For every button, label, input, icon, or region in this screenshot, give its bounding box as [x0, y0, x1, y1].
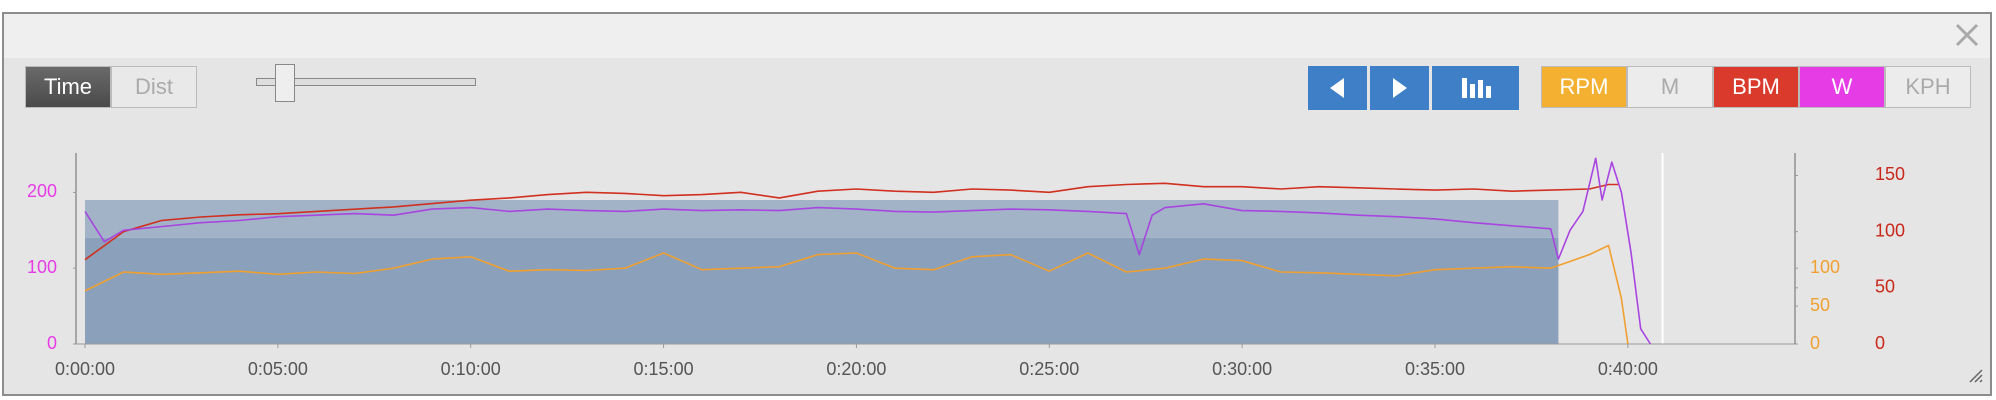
x-tick-label: 0:10:00	[441, 359, 501, 379]
x-tick-label: 0:30:00	[1212, 359, 1272, 379]
channel-button[interactable]: M	[1627, 66, 1713, 108]
mode-button[interactable]: Dist	[111, 66, 197, 108]
y3-tick-label: 50	[1875, 277, 1895, 297]
target-zone	[85, 199, 1559, 238]
x-tick-label: 0:25:00	[1019, 359, 1079, 379]
resize-grip[interactable]	[1969, 369, 1983, 383]
prev-icon	[1330, 78, 1344, 98]
x-tick-label: 0:15:00	[634, 359, 694, 379]
mode-button[interactable]: Time	[25, 66, 111, 108]
title-bar	[4, 14, 1990, 58]
y3-tick-label: 150	[1875, 164, 1905, 184]
prev-button[interactable]	[1308, 66, 1367, 110]
bars-icon	[1462, 78, 1491, 98]
slider-thumb[interactable]	[275, 64, 295, 102]
next-icon	[1393, 78, 1407, 98]
y2-tick-label: 100	[1810, 257, 1840, 277]
channel-button[interactable]: W	[1799, 66, 1885, 108]
y3-tick-label: 100	[1875, 220, 1905, 240]
x-tick-label: 0:35:00	[1405, 359, 1465, 379]
channel-button[interactable]: RPM	[1541, 66, 1627, 108]
channel-button[interactable]: BPM	[1713, 66, 1799, 108]
zoom-slider[interactable]	[256, 78, 476, 86]
y3-tick-label: 0	[1875, 333, 1885, 353]
y-tick-label: 200	[27, 181, 57, 201]
y2-tick-label: 50	[1810, 295, 1830, 315]
x-tick-label: 0:05:00	[248, 359, 308, 379]
y-tick-label: 0	[47, 333, 57, 353]
x-tick-label: 0:00:00	[55, 359, 115, 379]
chart-type-button[interactable]	[1432, 66, 1519, 110]
y2-tick-label: 0	[1810, 333, 1820, 353]
target-zone	[85, 237, 1559, 344]
next-button[interactable]	[1370, 66, 1429, 110]
channel-button[interactable]: KPH	[1885, 66, 1971, 108]
series-line	[84, 182, 1619, 261]
series-line	[84, 244, 1629, 345]
y-tick-label: 100	[27, 257, 57, 277]
series-line	[84, 157, 1652, 345]
x-tick-label: 0:40:00	[1598, 359, 1658, 379]
x-tick-label: 0:20:00	[826, 359, 886, 379]
close-button[interactable]	[1952, 20, 1982, 50]
